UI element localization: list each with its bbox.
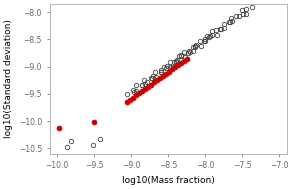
Y-axis label: log10(Standard deviation): log10(Standard deviation): [4, 19, 13, 138]
X-axis label: log10(Mass fraction): log10(Mass fraction): [122, 176, 214, 185]
